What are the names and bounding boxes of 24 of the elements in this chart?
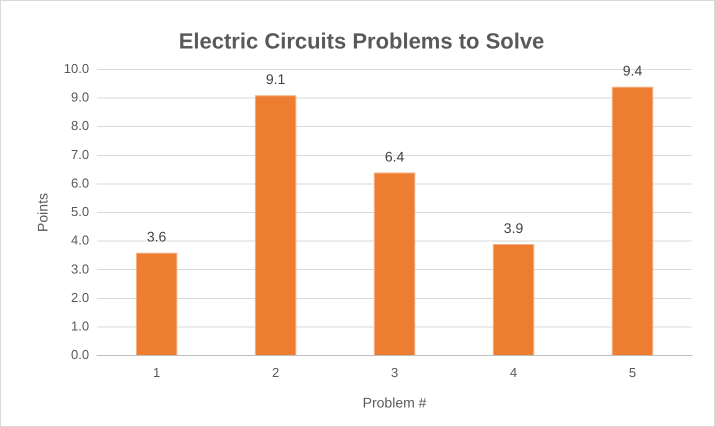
y-tick-label: 7.0 [71,146,90,162]
y-tick-label: 1.0 [71,318,90,334]
x-tick-label: 3 [390,364,398,380]
data-label: 3.6 [146,228,167,244]
y-tick-label: 8.0 [71,118,90,134]
x-axis-title: Problem # [362,394,427,410]
y-tick-label: 0.0 [71,347,90,362]
y-tick-label: 10.0 [64,60,90,76]
data-label: 9.1 [266,71,286,88]
y-tick-label: 9.0 [71,90,90,105]
data-label: 6.4 [384,148,404,164]
y-tick-label: 2.0 [71,290,90,305]
chart-title: Electric Circuits Problems to Solve [178,28,544,54]
x-tick-label: 2 [272,364,280,380]
y-tick-label: 6.0 [71,175,90,190]
x-tick-label: 5 [628,364,636,380]
y-tick-label: 5.0 [71,204,90,220]
y-axis-title: Points [34,193,50,232]
y-tick-label: 4.0 [71,232,90,248]
x-tick-label: 4 [510,364,518,380]
x-tick-label: 1 [152,364,160,380]
data-label: 3.9 [504,220,524,236]
y-tick-label: 3.0 [71,261,90,276]
data-label: 9.4 [622,62,642,78]
